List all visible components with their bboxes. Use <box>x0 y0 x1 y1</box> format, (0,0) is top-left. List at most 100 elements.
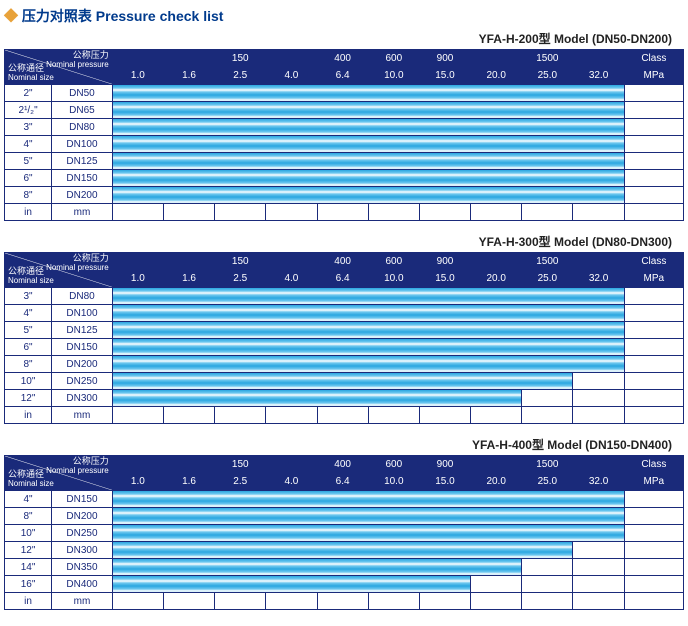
class-header <box>266 50 317 68</box>
class-header <box>163 50 214 68</box>
mpa-header: 4.0 <box>266 473 317 491</box>
class-header: 150 <box>215 253 266 271</box>
empty-cell <box>522 593 573 610</box>
bar-cell <box>112 525 624 542</box>
class-header: 150 <box>215 456 266 474</box>
empty-cell <box>522 390 573 407</box>
empty-cell <box>624 136 683 153</box>
range-bar <box>113 85 624 101</box>
empty-cell <box>368 407 419 424</box>
bar-cell <box>112 508 624 525</box>
range-bar <box>113 136 624 152</box>
class-header: 600 <box>368 253 419 271</box>
unit-in: in <box>5 593 52 610</box>
size-dn: DN80 <box>52 119 113 136</box>
empty-cell <box>624 593 683 610</box>
bar-cell <box>112 153 624 170</box>
bar-cell <box>112 542 573 559</box>
unit-in: in <box>5 204 52 221</box>
empty-cell <box>624 373 683 390</box>
size-in: 12" <box>5 390 52 407</box>
empty-cell <box>266 407 317 424</box>
bar-cell <box>112 187 624 204</box>
mpa-header: 15.0 <box>419 270 470 288</box>
mpa-label: MPa <box>624 473 683 491</box>
empty-cell <box>112 593 163 610</box>
empty-cell <box>573 390 624 407</box>
class-header <box>112 456 163 474</box>
class-header <box>471 456 522 474</box>
size-in: 6" <box>5 170 52 187</box>
pressure-table: 公称压力Nominal pressure公称通径Nominal size1504… <box>4 49 684 221</box>
empty-cell <box>624 339 683 356</box>
range-bar <box>113 305 624 321</box>
empty-cell <box>163 407 214 424</box>
bar-cell <box>112 390 522 407</box>
mpa-header: 1.0 <box>112 67 163 85</box>
bar-cell <box>112 356 624 373</box>
mpa-header: 1.6 <box>163 67 214 85</box>
class-header <box>266 253 317 271</box>
size-dn: DN80 <box>52 288 113 305</box>
class-header <box>112 50 163 68</box>
title-en: Pressure check list <box>96 8 224 24</box>
empty-cell <box>624 204 683 221</box>
range-bar <box>113 525 624 541</box>
mpa-header: 2.5 <box>215 473 266 491</box>
model-line: YFA-H-300型 Model (DN80-DN300) <box>4 233 684 250</box>
size-in: 12" <box>5 542 52 559</box>
size-in: 8" <box>5 508 52 525</box>
size-dn: DN200 <box>52 187 113 204</box>
empty-cell <box>112 407 163 424</box>
mpa-header: 20.0 <box>471 67 522 85</box>
class-header <box>112 253 163 271</box>
size-dn: DN250 <box>52 373 113 390</box>
class-header: 1500 <box>522 50 573 68</box>
size-dn: DN150 <box>52 170 113 187</box>
unit-in: in <box>5 407 52 424</box>
empty-cell <box>317 593 368 610</box>
diag-header: 公称压力Nominal pressure公称通径Nominal size <box>5 50 113 85</box>
bar-cell <box>112 322 624 339</box>
size-in: 5" <box>5 153 52 170</box>
unit-mm: mm <box>52 593 113 610</box>
class-header: 400 <box>317 50 368 68</box>
pressure-table: 公称压力Nominal pressure公称通径Nominal size 1504… <box>4 455 684 610</box>
empty-cell <box>419 204 470 221</box>
diamond-icon: ◆ <box>4 8 18 24</box>
diag-header: 公称压力Nominal pressure公称通径Nominal size <box>5 456 113 491</box>
range-bar <box>113 559 522 575</box>
range-bar <box>113 576 470 592</box>
mpa-label: MPa <box>624 67 683 85</box>
empty-cell <box>215 407 266 424</box>
mpa-header: 10.0 <box>368 473 419 491</box>
class-header <box>573 50 624 68</box>
model-line: YFA-H-400型 Model (DN150-DN400) <box>4 436 684 453</box>
range-bar <box>113 153 624 169</box>
empty-cell <box>522 576 573 593</box>
mpa-header: 15.0 <box>419 67 470 85</box>
empty-cell <box>471 407 522 424</box>
mpa-header: 15.0 <box>419 473 470 491</box>
empty-cell <box>215 204 266 221</box>
size-in: 2" <box>5 85 52 102</box>
mpa-header: 25.0 <box>522 67 573 85</box>
class-header: 400 <box>317 253 368 271</box>
empty-cell <box>471 204 522 221</box>
empty-cell <box>522 204 573 221</box>
empty-cell <box>573 407 624 424</box>
size-dn: DN125 <box>52 153 113 170</box>
size-in: 10" <box>5 373 52 390</box>
empty-cell <box>624 102 683 119</box>
size-dn: DN150 <box>52 339 113 356</box>
size-in: 4" <box>5 305 52 322</box>
size-dn: DN125 <box>52 322 113 339</box>
range-bar <box>113 288 624 304</box>
empty-cell <box>163 593 214 610</box>
unit-mm: mm <box>52 204 113 221</box>
model-line: YFA-H-200型 Model (DN50-DN200) <box>4 30 684 47</box>
class-header: 900 <box>419 50 470 68</box>
class-header <box>266 456 317 474</box>
empty-cell <box>624 170 683 187</box>
size-dn: DN250 <box>52 525 113 542</box>
